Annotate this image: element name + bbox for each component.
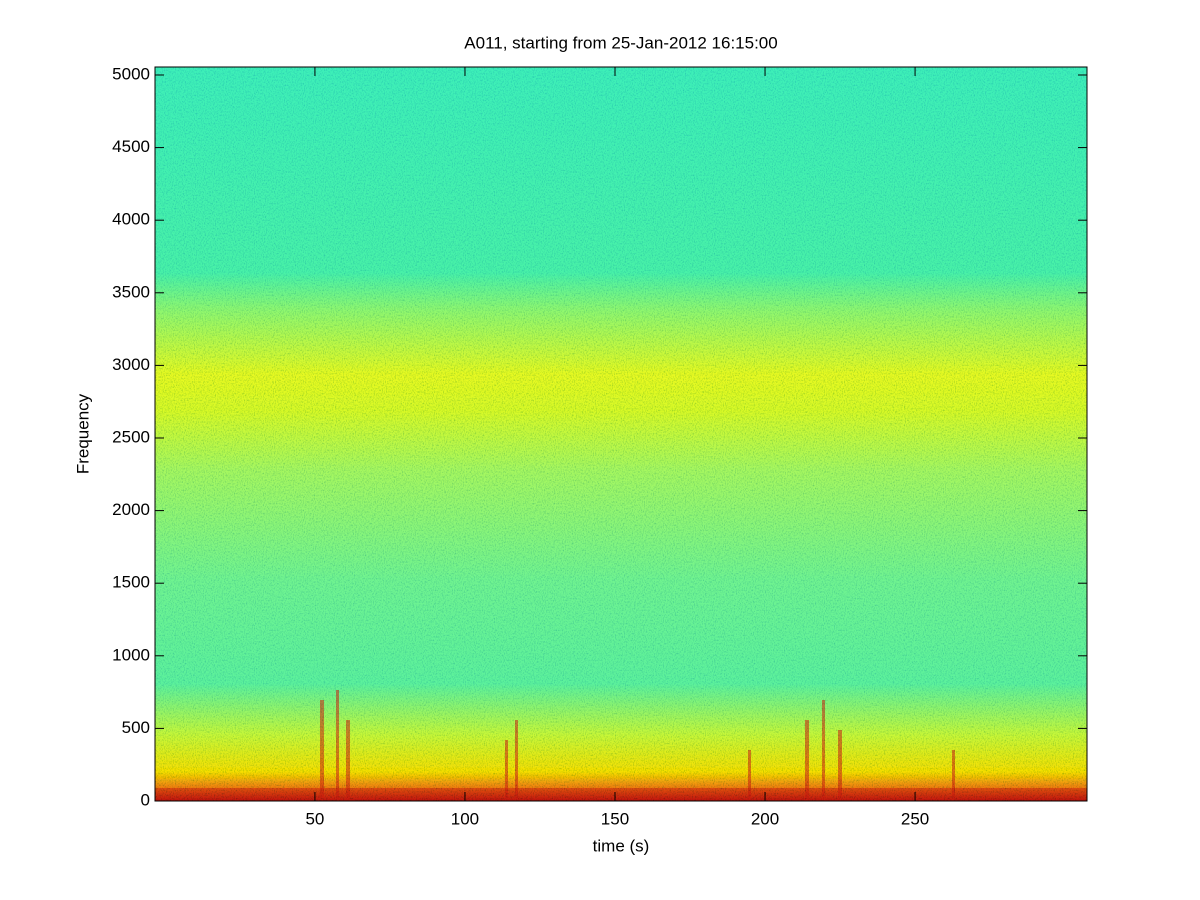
- y-tick-label: 4500: [112, 137, 150, 156]
- x-tick-label: 150: [601, 809, 629, 828]
- y-tick-label: 500: [122, 718, 150, 737]
- y-tick-label: 2000: [112, 500, 150, 519]
- x-tick-label: 50: [305, 809, 324, 828]
- y-tick-label: 1000: [112, 645, 150, 664]
- y-tick-label: 3000: [112, 355, 150, 374]
- y-tick-label: 2500: [112, 427, 150, 446]
- y-tick-label: 1500: [112, 573, 150, 592]
- y-axis-label: Frequency: [73, 393, 92, 474]
- x-tick-label: 250: [901, 809, 929, 828]
- y-tick-label: 0: [141, 790, 150, 809]
- chart-title: A011, starting from 25-Jan-2012 16:15:00: [464, 33, 777, 52]
- x-axis-label: time (s): [593, 836, 650, 855]
- x-tick-label: 100: [451, 809, 479, 828]
- spectrogram-image: [155, 67, 1087, 801]
- y-tick-label: 5000: [112, 64, 150, 83]
- y-tick-label: 4000: [112, 210, 150, 229]
- y-tick-label: 3500: [112, 282, 150, 301]
- axes-box: [154, 66, 1088, 802]
- x-tick-label: 200: [751, 809, 779, 828]
